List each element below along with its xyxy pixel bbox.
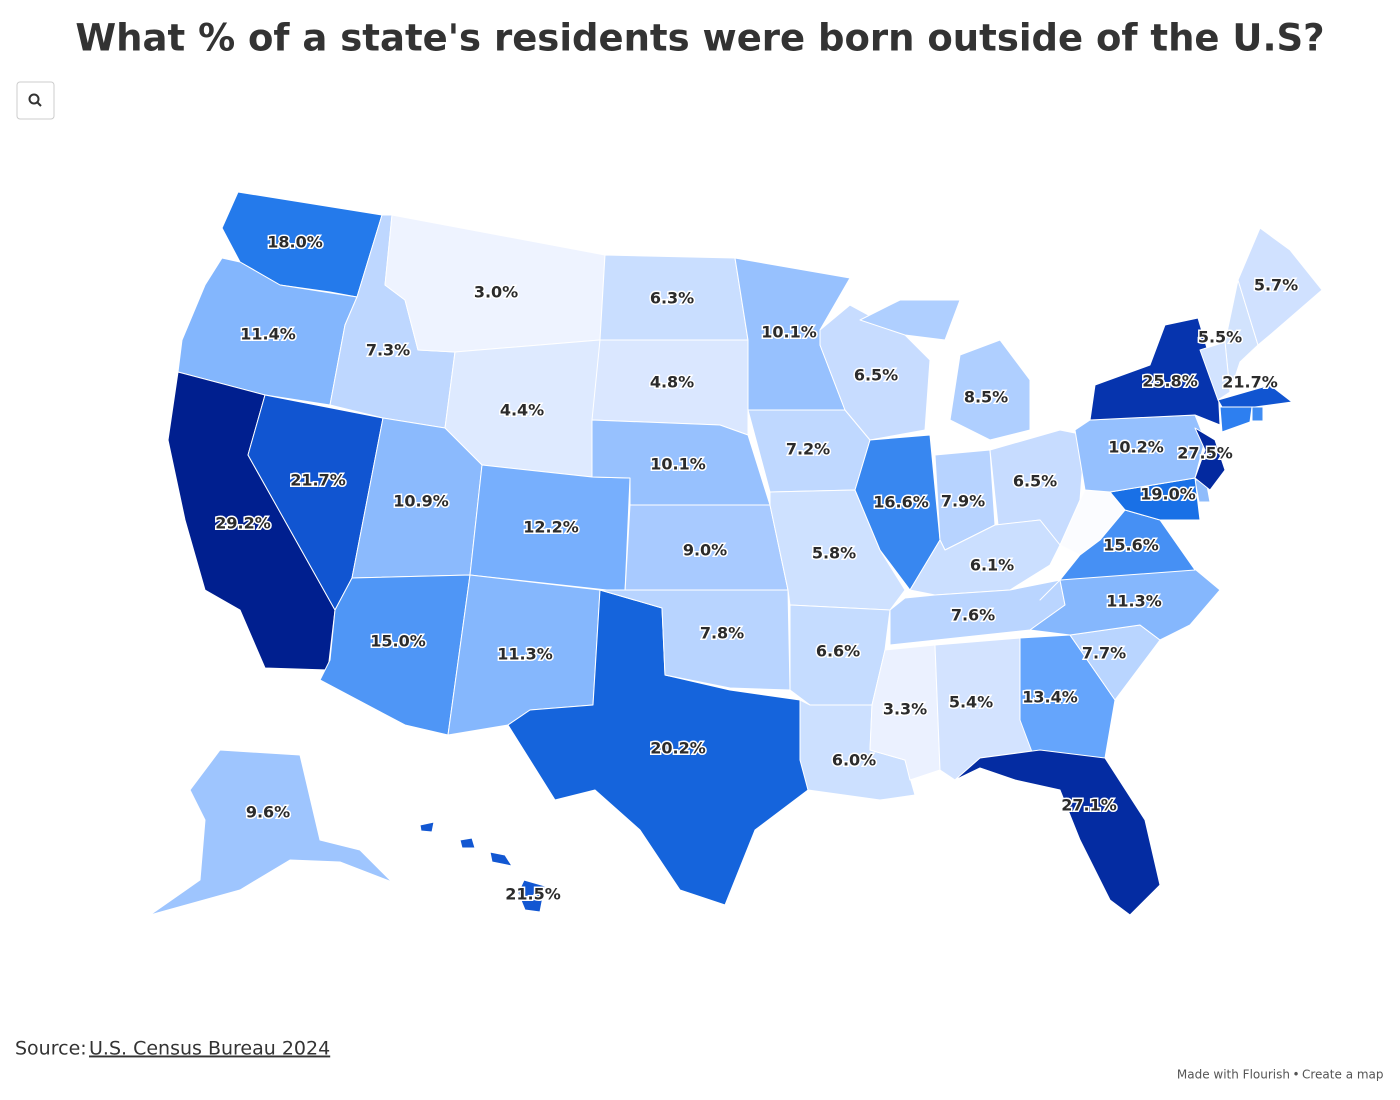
- search-icon[interactable]: [28, 93, 40, 105]
- value-label: 27.1%: [1061, 796, 1117, 815]
- state-shape: [1194, 427, 1226, 491]
- value-label: 5.5%: [1198, 328, 1242, 347]
- states: [149, 191, 1323, 916]
- state-shape: [819, 304, 931, 441]
- state-shape: [1219, 406, 1253, 433]
- state-shape: [1217, 384, 1293, 408]
- value-label: 21.5%: [505, 885, 561, 904]
- value-label: 11.3%: [1106, 592, 1162, 611]
- footer-separator: •: [1292, 1068, 1299, 1082]
- value-label: 8.5%: [964, 388, 1008, 407]
- search-box[interactable]: [16, 81, 55, 120]
- value-label: 4.4%: [500, 401, 544, 420]
- value-label: 10.9%: [393, 492, 449, 511]
- value-label: 13.4%: [1022, 688, 1078, 707]
- value-label: 21.7%: [290, 471, 346, 490]
- value-label: 3.3%: [883, 700, 927, 719]
- value-label: 7.6%: [951, 606, 995, 625]
- value-label: 4.8%: [650, 373, 694, 392]
- state-shape: [1251, 406, 1264, 422]
- state-shape: [859, 299, 1031, 441]
- value-label: 12.2%: [523, 518, 579, 537]
- value-label: 15.0%: [370, 632, 426, 651]
- value-label: 6.3%: [650, 289, 694, 308]
- value-label: 7.7%: [1082, 644, 1126, 663]
- state-shape: [954, 749, 1161, 916]
- value-label: 6.5%: [1013, 472, 1057, 491]
- source-link[interactable]: U.S. Census Bureau 2024: [89, 1038, 330, 1060]
- value-labels: 18.0% 11.4% 29.2% 21.7% 7.3% 3.0% 4.4% 10.9% 15.…: [214, 231, 1300, 905]
- search-icon-handle[interactable]: [36, 101, 42, 107]
- state-shape: [319, 574, 471, 736]
- create-map-link[interactable]: Create a map: [1302, 1068, 1384, 1082]
- value-label: 10.1%: [650, 455, 706, 474]
- value-label: 11.3%: [497, 645, 553, 664]
- value-label: 5.7%: [1254, 276, 1298, 295]
- value-label: 9.6%: [246, 803, 290, 822]
- source-prefix: Source:: [15, 1038, 87, 1060]
- value-label: 10.1%: [761, 323, 817, 342]
- value-label: 15.6%: [1103, 536, 1159, 555]
- state-shape: [1029, 564, 1221, 641]
- value-label: 6.6%: [816, 642, 860, 661]
- state-shape: [1199, 341, 1231, 401]
- state-shape: [149, 749, 393, 916]
- search-button[interactable]: [16, 81, 55, 120]
- state-shape: [419, 821, 546, 913]
- value-label: 7.9%: [941, 492, 985, 511]
- value-label: 29.2%: [215, 514, 271, 533]
- value-label: 19.0%: [1140, 485, 1196, 504]
- state-shape: [507, 589, 809, 906]
- state-shape: [1237, 227, 1323, 346]
- flourish-credit[interactable]: Made with Flourish: [1177, 1068, 1290, 1082]
- value-label: 7.8%: [700, 624, 744, 643]
- value-label: 9.0%: [683, 541, 727, 560]
- value-label: 10.2%: [1108, 438, 1164, 457]
- state-shape: [469, 464, 631, 593]
- value-label: 5.8%: [812, 544, 856, 563]
- value-label: 6.1%: [970, 556, 1014, 575]
- value-label: 25.8%: [1142, 372, 1198, 391]
- value-label: 21.7%: [1222, 373, 1278, 392]
- value-label: 20.2%: [650, 739, 706, 758]
- value-label: 27.5%: [1177, 444, 1233, 463]
- value-label: 18.0%: [267, 233, 323, 252]
- value-label: 6.5%: [854, 366, 898, 385]
- value-label: 7.2%: [786, 440, 830, 459]
- value-label: 7.3%: [366, 341, 410, 360]
- title: What % of a state's residents were born …: [75, 17, 1324, 60]
- value-label: 3.0%: [474, 283, 518, 302]
- value-label: 16.6%: [873, 493, 929, 512]
- value-label: 11.4%: [240, 325, 296, 344]
- value-label: 5.4%: [949, 693, 993, 712]
- value-label: 6.0%: [832, 751, 876, 770]
